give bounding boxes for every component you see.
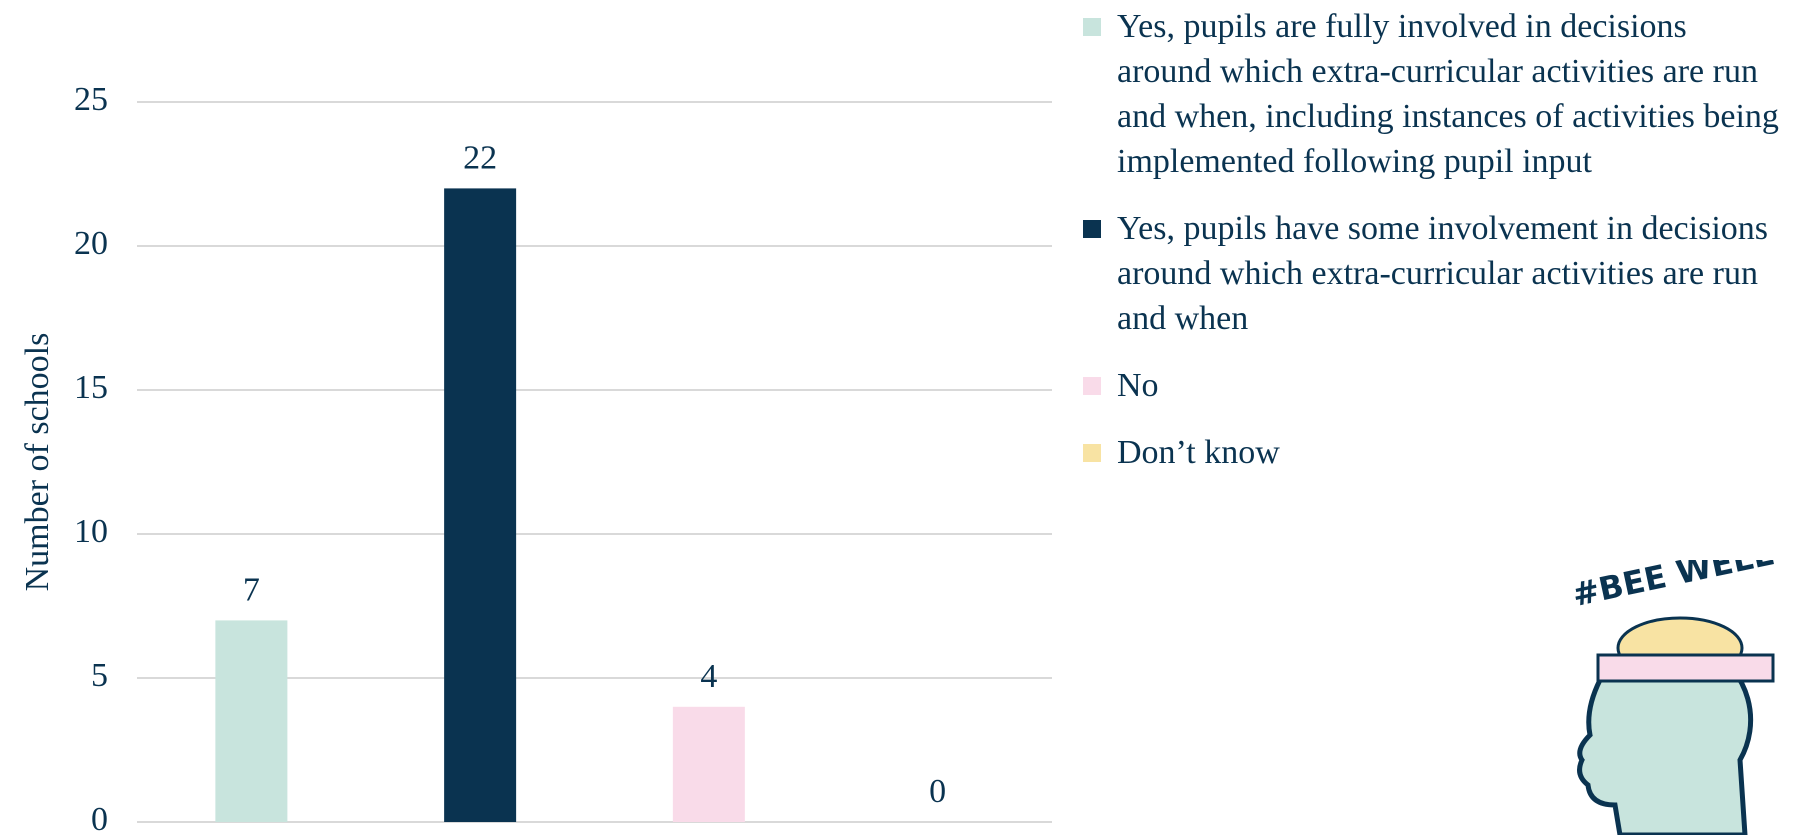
y-tick-label: 0: [91, 801, 108, 835]
legend-swatch: [1083, 377, 1101, 395]
legend-label: Don’t know: [1117, 434, 1280, 471]
legend-swatch: [1083, 444, 1101, 462]
legend-item: No: [1083, 363, 1783, 408]
bar: [672, 706, 745, 822]
bar: [215, 620, 288, 822]
legend-item: Don’t know: [1083, 430, 1783, 475]
legend-swatch: [1083, 18, 1101, 36]
legend-item: Yes, pupils have some involvement in dec…: [1083, 206, 1783, 341]
logo: #BEE WELL: [1569, 560, 1776, 835]
data-label: 0: [929, 773, 946, 810]
y-axis-label: Number of schools: [19, 333, 56, 592]
logo-text: #BEE WELL: [1569, 560, 1776, 614]
y-tick-label: 25: [74, 81, 108, 118]
legend-label: Yes, pupils are fully involved in decisi…: [1117, 8, 1779, 180]
bar: [444, 188, 517, 822]
y-tick-label: 20: [74, 225, 108, 262]
legend-item: Yes, pupils are fully involved in decisi…: [1083, 4, 1783, 184]
y-tick-label: 10: [74, 513, 108, 550]
chart: Number of schools 0 5 10 15 20 25 7 22 4 0: [19, 81, 1052, 835]
data-label: 22: [463, 139, 497, 176]
logo-arm: [1596, 653, 1775, 683]
y-tick-label: 15: [74, 369, 108, 406]
legend-label: Yes, pupils have some involvement in dec…: [1117, 210, 1768, 337]
y-tick-label: 5: [91, 657, 108, 694]
data-label: 7: [243, 571, 260, 608]
legend-label: No: [1117, 367, 1159, 404]
data-label: 4: [700, 658, 717, 695]
legend-swatch: [1083, 220, 1101, 238]
legend: Yes, pupils are fully involved in decisi…: [1083, 4, 1783, 497]
